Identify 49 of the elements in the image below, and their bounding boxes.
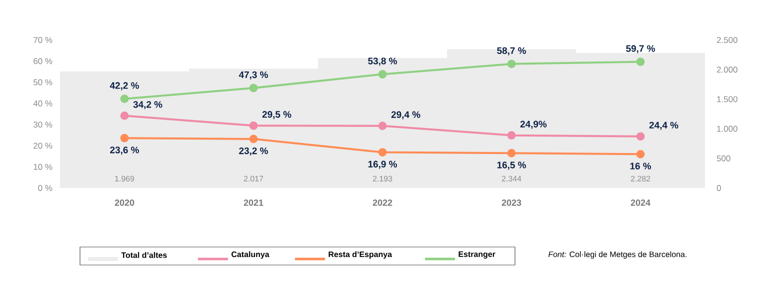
- y2-tick-label: 2.500: [716, 37, 738, 43]
- data-label: 42,2 %: [110, 82, 139, 90]
- data-label: 16,9 %: [368, 160, 397, 169]
- data-label: 29,4 %: [391, 111, 420, 120]
- data-label: 53,8 %: [368, 58, 397, 66]
- point: [378, 148, 387, 156]
- data-label: 24,9%: [520, 120, 547, 129]
- x-tick-label: 2022: [372, 200, 392, 206]
- point: [507, 148, 516, 158]
- point: [249, 84, 258, 92]
- data-label: 47,3 %: [238, 71, 268, 80]
- point: [120, 94, 129, 103]
- point: [120, 111, 129, 120]
- point: [249, 134, 258, 144]
- y-tick-label: 30 %: [34, 122, 52, 128]
- y2-tick-label: 2.000: [716, 66, 738, 73]
- y2-tick-label: 0: [716, 185, 721, 191]
- y-tick-label: 0 %: [38, 185, 52, 191]
- y2-tick-label: 1.500: [717, 96, 738, 102]
- x-tick-label: 2021: [244, 200, 264, 206]
- point: [507, 60, 516, 68]
- y-tick-label: 20 %: [34, 142, 52, 149]
- data-label: 29,5 %: [262, 111, 292, 120]
- point: [636, 132, 645, 141]
- x-tick-label: 2024: [630, 200, 650, 206]
- point: [120, 134, 129, 142]
- data-label: 59,7 %: [626, 45, 655, 54]
- point: [507, 131, 516, 140]
- y2-tick-label: 1.000: [717, 126, 738, 132]
- y2-tick-label: 500: [716, 155, 730, 162]
- data-label: 34,2 %: [133, 101, 162, 110]
- data-label: 24,4 %: [649, 122, 678, 130]
- y-tick-label: 40 %: [33, 100, 52, 106]
- y-tick-label: 50 %: [34, 79, 52, 86]
- x-tick-label: 2020: [114, 200, 134, 206]
- data-label: 23,2 %: [239, 147, 268, 156]
- point: [636, 58, 645, 66]
- y-tick-label: 70 %: [34, 37, 52, 43]
- point: [378, 70, 387, 78]
- point: [636, 150, 645, 158]
- data-label: 16,5 %: [497, 162, 526, 170]
- y-tick-label: 60 %: [34, 58, 52, 64]
- point: [249, 121, 258, 130]
- y-tick-label: 10 %: [34, 164, 52, 170]
- x-tick-label: 2023: [502, 200, 522, 206]
- data-label: 23,6 %: [110, 146, 139, 155]
- point: [378, 122, 387, 130]
- data-label: 58,7 %: [497, 47, 526, 56]
- data-label: 16 %: [630, 162, 652, 170]
